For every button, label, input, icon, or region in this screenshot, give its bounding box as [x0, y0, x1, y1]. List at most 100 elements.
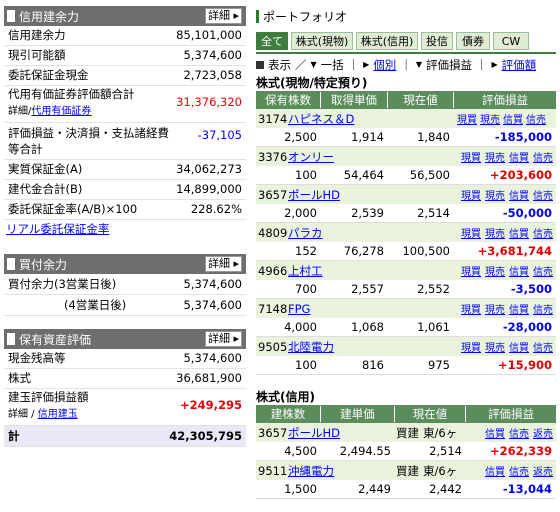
margin-name-row: 3657 ポールHD 買建 東/6ヶ 信買 信売 返売: [256, 423, 556, 442]
trade-link[interactable]: 現買: [461, 267, 481, 278]
title-bar-icon: [256, 9, 259, 23]
cost: 2,494.55: [339, 444, 391, 458]
profit-loss: +3,681,744: [477, 244, 552, 258]
tab-margin-stocks[interactable]: 株式(信用): [356, 32, 418, 50]
trade-link[interactable]: 信買: [509, 191, 529, 202]
trade-link[interactable]: 信売: [533, 343, 553, 354]
trade-link[interactable]: 信買: [485, 467, 505, 478]
collateral-securities-link[interactable]: 代用有価証券: [31, 106, 92, 117]
trade-link[interactable]: 信買: [509, 229, 529, 240]
stock-name-row: 4809 パラカ 現買 現売 信買 信売: [256, 223, 556, 242]
trade-link[interactable]: 信買: [509, 343, 529, 354]
profit-loss: +203,600: [489, 168, 552, 182]
trade-link[interactable]: 信買: [509, 267, 529, 278]
cost: 2,539: [351, 206, 384, 220]
trade-link[interactable]: 信売: [509, 429, 529, 440]
assets-detail-button[interactable]: 詳細 ▸: [204, 331, 242, 347]
stock-name-link[interactable]: ポールHD: [288, 425, 341, 440]
trade-link[interactable]: 現売: [485, 343, 505, 354]
header-marker-icon: [7, 332, 15, 345]
bulk-link[interactable]: 一括: [320, 58, 344, 72]
cost: 2,557: [351, 282, 384, 296]
trade-links: 信買 信売 返売: [481, 425, 556, 440]
trade-link[interactable]: 返売: [533, 429, 553, 440]
trade-link[interactable]: 返売: [533, 467, 553, 478]
trade-link[interactable]: 現買: [461, 191, 481, 202]
trade-link[interactable]: 信買: [509, 305, 529, 316]
tab-all[interactable]: 全て: [256, 32, 288, 50]
quantity: 100: [295, 358, 317, 372]
stock-name-link[interactable]: オンリー: [288, 149, 334, 164]
buy-power-detail-button[interactable]: 詳細 ▸: [204, 256, 242, 272]
trade-link[interactable]: 現売: [485, 229, 505, 240]
stock-values-row: 2,000 2,539 2,514 -50,000: [256, 204, 556, 223]
asset-row-positions: 建玉評価損益額 詳細 / 信用建玉 +249,295: [4, 389, 246, 426]
stock-code: 7148: [258, 301, 288, 316]
trade-link[interactable]: 現買: [461, 229, 481, 240]
stock-name-link[interactable]: ポールHD: [288, 187, 341, 202]
assets-title: 保有資産評価: [19, 332, 92, 347]
stock-name-link[interactable]: パラカ: [288, 225, 323, 240]
profit-loss: -13,044: [502, 482, 552, 496]
trade-links: 現買 現売 信買 信売: [457, 225, 556, 240]
price: 100,500: [402, 244, 450, 258]
price: 2,514: [417, 206, 450, 220]
stock-code: 9505: [258, 339, 288, 354]
display-square-icon: [256, 61, 264, 69]
stock-name-link[interactable]: 北陸電力: [288, 339, 334, 354]
trade-link[interactable]: 現買: [461, 153, 481, 164]
portfolio-tabs: 全て 株式(現物) 株式(信用) 投信 債券 CW: [256, 32, 556, 52]
cost: 1,068: [351, 320, 384, 334]
buy-power-header: 買付余力 詳細 ▸: [4, 254, 246, 274]
trade-link[interactable]: 信売: [526, 115, 546, 126]
tab-bonds[interactable]: 債券: [456, 32, 490, 50]
stock-name-link[interactable]: FPG: [288, 301, 311, 316]
stock-code: 3657: [258, 425, 288, 440]
stock-name-link[interactable]: 沖縄電力: [288, 463, 334, 478]
stock-name-link[interactable]: 上村工: [288, 263, 323, 278]
buy-power-title: 買付余力: [19, 257, 68, 272]
margin-values-row: 4,500 2,494.55 2,514 +262,339: [256, 442, 556, 461]
tab-spot-stocks[interactable]: 株式(現物): [291, 32, 353, 50]
trade-link[interactable]: 信売: [533, 153, 553, 164]
margin-positions-link[interactable]: 信用建玉: [37, 409, 78, 420]
trade-link[interactable]: 信買: [503, 115, 523, 126]
trade-link[interactable]: 信買: [509, 153, 529, 164]
tab-cw[interactable]: CW: [493, 32, 529, 50]
trade-link[interactable]: 現売: [485, 191, 505, 202]
trade-link[interactable]: 現買: [461, 343, 481, 354]
individual-link[interactable]: 個別: [373, 58, 397, 72]
profit-loss: -185,000: [494, 130, 552, 144]
trade-link[interactable]: 現買: [457, 115, 477, 126]
stock-name-row: 7148 FPG 現買 現売 信買 信売: [256, 299, 556, 318]
price: 2,552: [417, 282, 450, 296]
trade-link[interactable]: 現売: [485, 153, 505, 164]
valuation-link[interactable]: 評価額: [501, 58, 537, 72]
stock-values-row: 152 76,278 100,500 +3,681,744: [256, 242, 556, 261]
tab-funds[interactable]: 投信: [421, 32, 453, 50]
trade-link[interactable]: 現売: [480, 115, 500, 126]
trade-link[interactable]: 信売: [533, 229, 553, 240]
trade-link[interactable]: 現買: [461, 305, 481, 316]
stock-name-link[interactable]: ハピネス＆D: [288, 111, 355, 126]
trade-link[interactable]: 信売: [509, 467, 529, 478]
stock-values-row: 2,500 1,914 1,840 -185,000: [256, 128, 556, 147]
stock-code: 3376: [258, 149, 288, 164]
trade-link[interactable]: 信売: [533, 191, 553, 202]
trade-link[interactable]: 信売: [533, 305, 553, 316]
trade-link[interactable]: 現売: [485, 305, 505, 316]
credit-row: 信用建余力 85,101,000: [4, 26, 246, 46]
price: 2,442: [429, 482, 462, 496]
margin-section-title: 株式(信用): [256, 390, 315, 404]
real-margin-rate-link[interactable]: リアル委託保証金率: [6, 222, 110, 236]
trade-link[interactable]: 信売: [533, 267, 553, 278]
cost: 54,464: [343, 168, 384, 182]
trade-links: 現買 現売 信買 信売: [457, 187, 556, 202]
asset-row: 株式 36,681,900: [4, 369, 246, 389]
trade-link[interactable]: 現売: [485, 267, 505, 278]
credit-power-detail-button[interactable]: 詳細 ▸: [204, 8, 242, 24]
trade-link[interactable]: 信買: [485, 429, 505, 440]
margin-name-row: 9511 沖縄電力 買建 東/6ヶ 信買 信売 返売: [256, 461, 556, 480]
margin-table-body: 3657 ポールHD 買建 東/6ヶ 信買 信売 返売 4,500 2,494.55 2,514 +…: [256, 423, 556, 499]
stock-values-row: 100 816 975 +15,900: [256, 356, 556, 375]
